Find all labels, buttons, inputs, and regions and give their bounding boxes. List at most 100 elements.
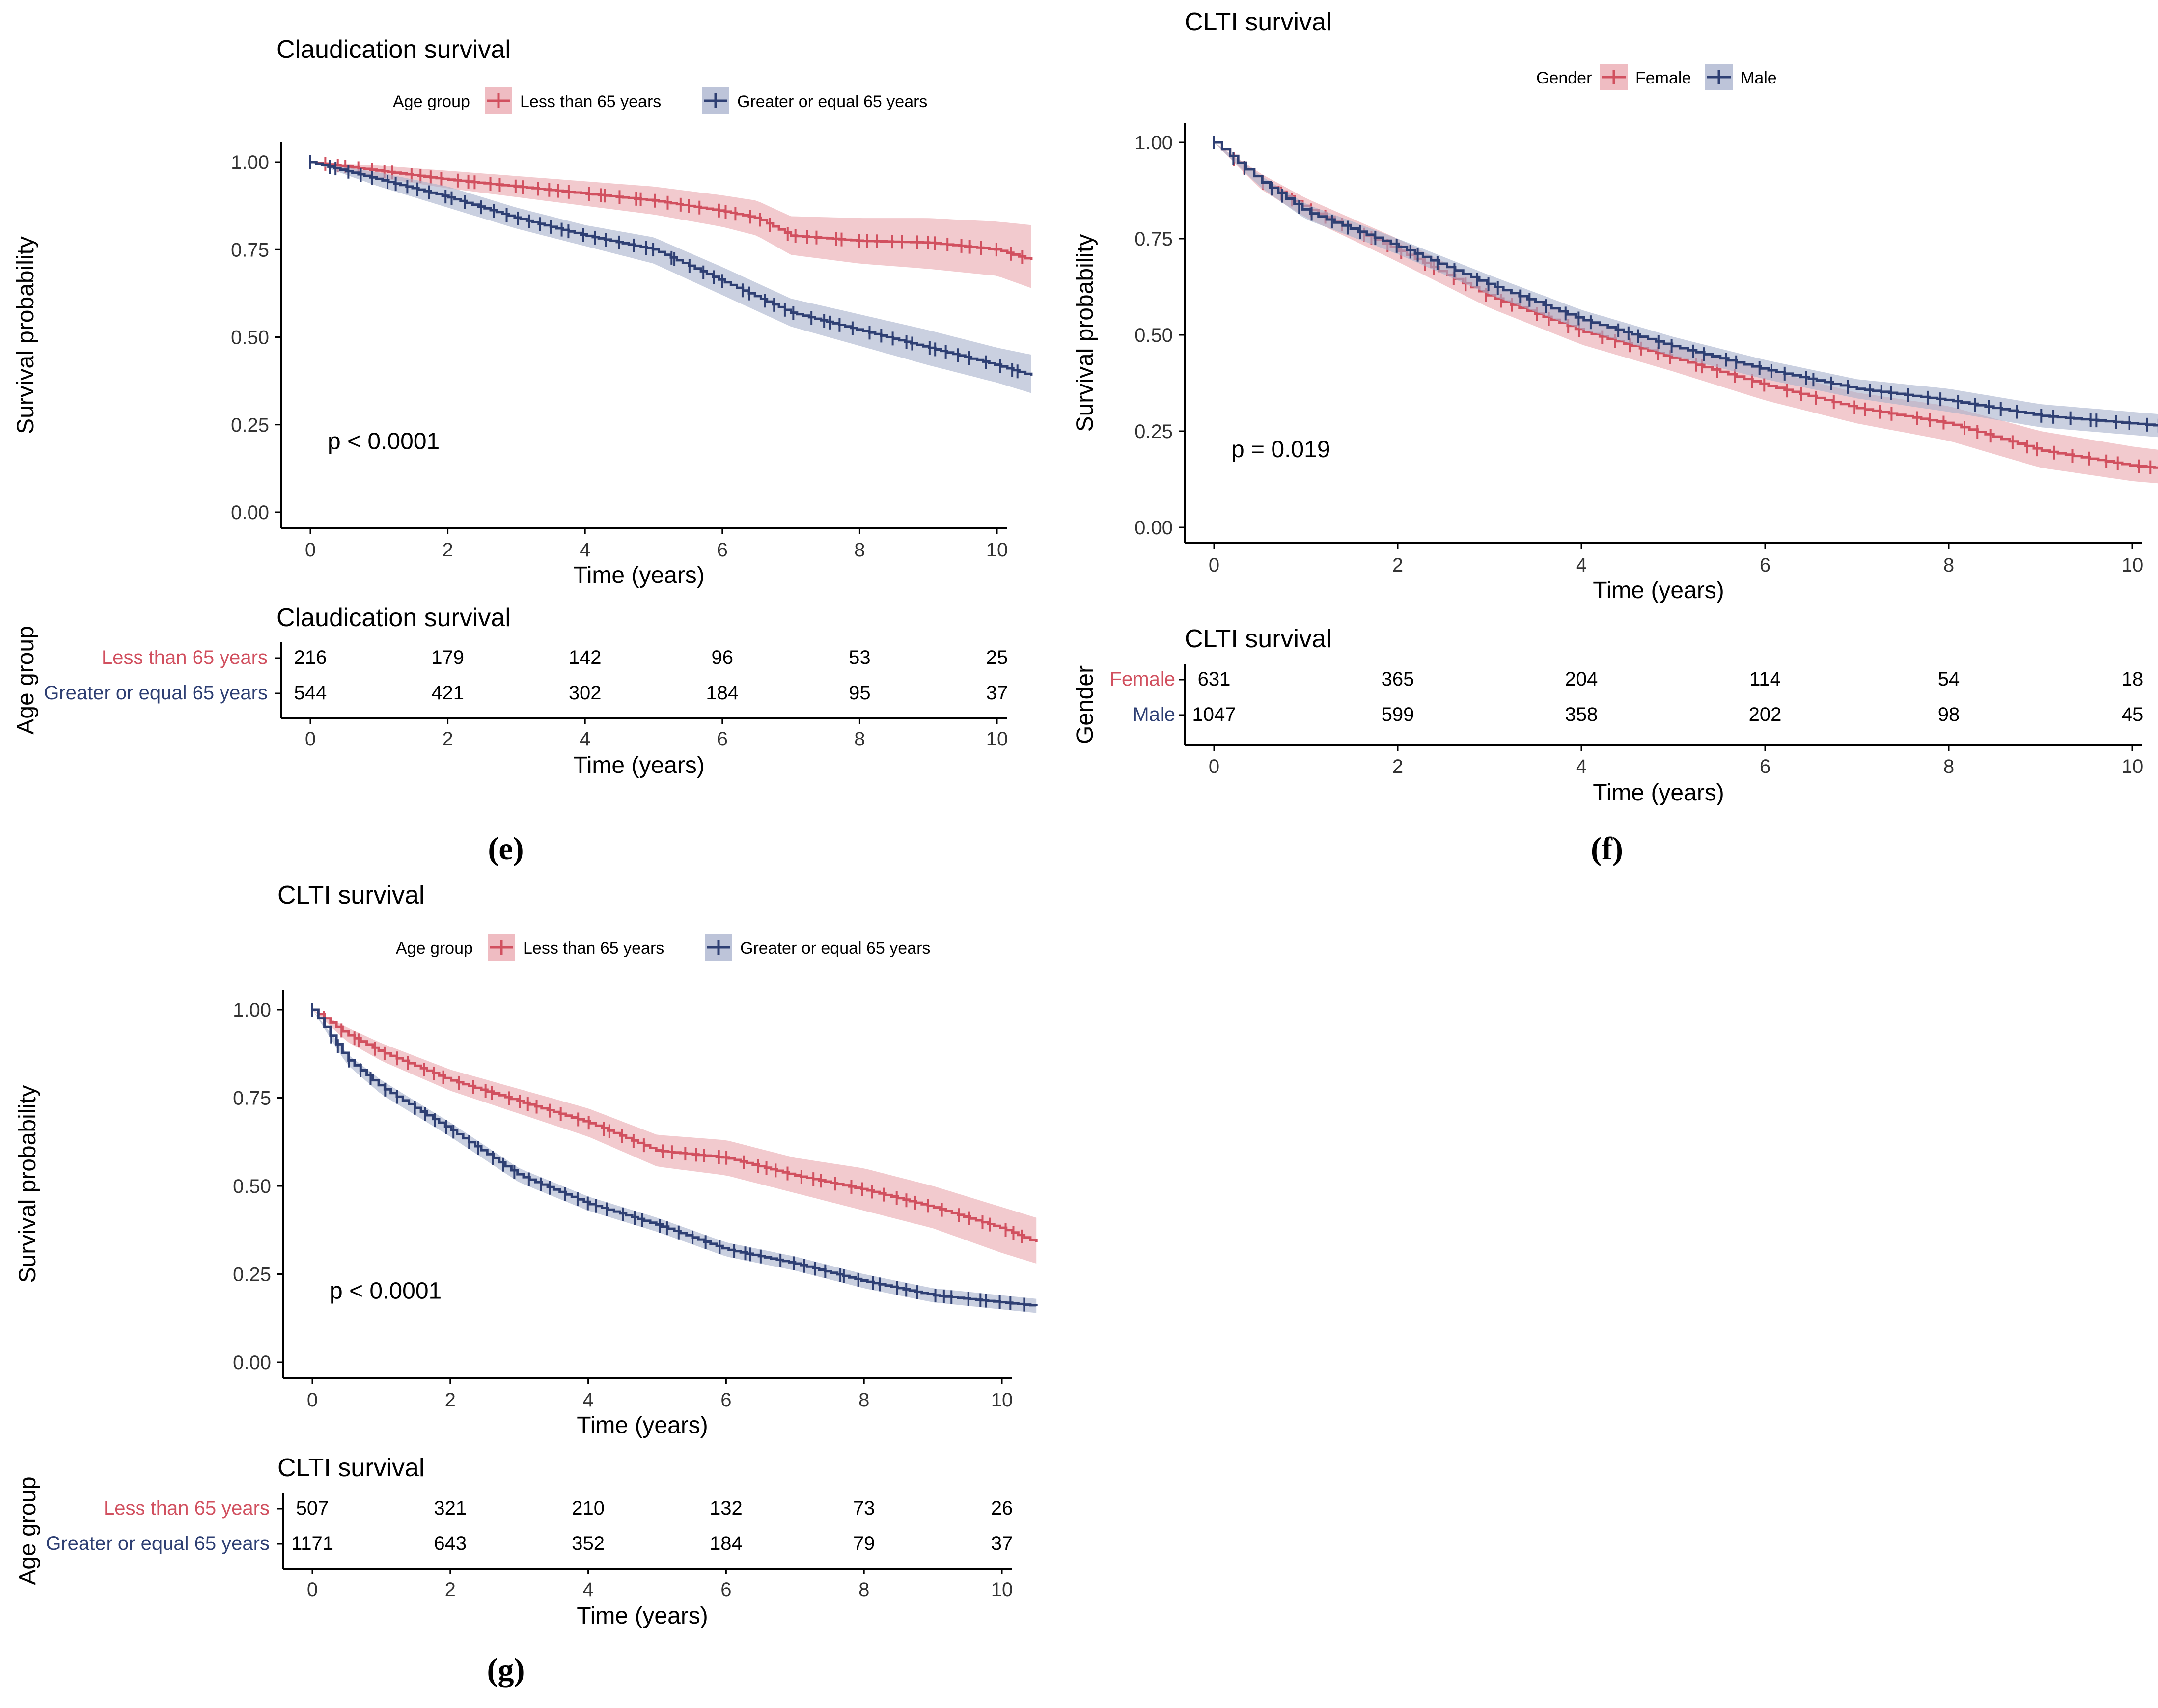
legend-entry-1: Female: [1635, 69, 1691, 87]
table-x-tick-label: 8: [858, 1579, 869, 1600]
y-tick-label: 0.00: [231, 502, 269, 523]
x-tick-label: 8: [854, 539, 865, 561]
x-tick-label: 6: [717, 539, 728, 561]
chart-title: CLTI survival: [1185, 8, 1332, 36]
table-cell: 45: [2122, 704, 2144, 725]
table-x-tick-label: 0: [305, 728, 316, 750]
x-tick-label: 6: [720, 1389, 731, 1411]
table-row-label: Greater or equal 65 years: [46, 1533, 270, 1554]
table-cell: 352: [572, 1533, 605, 1554]
table-cell: 142: [569, 647, 602, 668]
table-cell: 98: [1938, 704, 1960, 725]
table-cell: 507: [296, 1497, 329, 1519]
legend-entry-2: Male: [1741, 69, 1777, 87]
table-x-tick-label: 10: [2122, 756, 2144, 777]
censor-marks-2: [1232, 152, 2158, 433]
x-tick-label: 4: [1576, 554, 1587, 576]
table-row-label: Female: [1110, 668, 1175, 690]
survival-curve-2: [1214, 141, 2158, 427]
table-y-axis-label: Age group: [15, 1476, 41, 1585]
table-x-tick-label: 6: [720, 1579, 731, 1600]
table-x-tick-label: 0: [1209, 756, 1219, 777]
table-cell: 204: [1565, 668, 1598, 690]
chart-title: CLTI survival: [277, 881, 425, 909]
table-row-label: Male: [1133, 704, 1175, 725]
x-tick-label: 4: [580, 539, 590, 561]
table-row-label: Less than 65 years: [102, 647, 268, 668]
legend: Age group Less than 65 years Greater or eq…: [396, 934, 930, 961]
x-tick-label: 4: [582, 1389, 593, 1411]
panel-g: CLTI survival Age group Less than 65 years…: [15, 881, 1038, 1688]
x-tick-label: 0: [305, 539, 316, 561]
table-x-tick-label: 10: [986, 728, 1008, 750]
table-cell: 184: [706, 682, 739, 704]
legend-entry-2: Greater or equal 65 years: [740, 939, 930, 958]
y-tick-label: 0.25: [233, 1264, 271, 1286]
legend: Age group Less than 65 years Greater or eq…: [393, 87, 927, 114]
table-cell: 210: [572, 1497, 605, 1519]
p-value: p = 0.019: [1231, 437, 1330, 463]
table-cell: 26: [991, 1497, 1013, 1519]
y-tick-label: 1.00: [1134, 132, 1173, 154]
legend-title: Age group: [393, 92, 470, 111]
table-x-tick-label: 2: [442, 728, 453, 750]
table-cell: 216: [294, 647, 327, 668]
y-axis-label: Survival probability: [15, 1085, 41, 1283]
x-tick-label: 6: [1760, 554, 1771, 576]
y-tick-label: 0.75: [233, 1088, 271, 1109]
table-cell: 631: [1198, 668, 1231, 690]
table-cell: 1047: [1192, 704, 1236, 725]
table-cell: 179: [431, 647, 464, 668]
legend-title: Age group: [396, 939, 473, 958]
panel-e: Claudication survival Age group Less than …: [13, 35, 1033, 867]
panel-f: CLTI survival Gender Female Male 0.00 0.25 0.5…: [1072, 8, 2158, 867]
y-tick-label: 0.00: [1134, 517, 1173, 539]
table-cell: 365: [1382, 668, 1414, 690]
table-x-tick-label: 0: [307, 1579, 318, 1600]
table-x-tick-label: 4: [580, 728, 590, 750]
table-x-tick-label: 10: [991, 1579, 1013, 1600]
x-tick-label: 10: [991, 1389, 1013, 1411]
x-tick-label: 10: [986, 539, 1008, 561]
panel-caption: (f): [1591, 831, 1623, 867]
x-tick-label: 0: [1209, 554, 1219, 576]
y-tick-label: 1.00: [231, 152, 269, 173]
ci-band-1: [1214, 142, 2158, 484]
table-y-axis-label: Gender: [1072, 665, 1098, 744]
table-cell: 421: [431, 682, 464, 704]
x-axis-label: Time (years): [577, 1412, 708, 1438]
legend-title: Gender: [1536, 69, 1592, 87]
table-x-tick-label: 2: [1392, 756, 1403, 777]
legend-entry-1: Less than 65 years: [520, 92, 661, 111]
table-x-tick-label: 4: [582, 1579, 593, 1600]
y-tick-label: 0.25: [231, 414, 269, 436]
table-x-axis-label: Time (years): [1593, 780, 1724, 806]
ci-band-2: [310, 162, 1031, 393]
table-x-tick-label: 2: [445, 1579, 456, 1600]
table-x-tick-label: 4: [1576, 756, 1587, 777]
x-axis-label: Time (years): [1593, 578, 1724, 604]
table-title: CLTI survival: [277, 1454, 425, 1482]
table-x-tick-label: 6: [1760, 756, 1771, 777]
table-cell: 37: [986, 682, 1008, 704]
survival-curve-2: [312, 1008, 1038, 1307]
y-tick-label: 1.00: [233, 999, 271, 1021]
x-tick-label: 10: [2122, 554, 2144, 576]
x-tick-label: 8: [858, 1389, 869, 1411]
x-tick-label: 2: [445, 1389, 456, 1411]
ci-band-2: [1214, 142, 2158, 438]
table-x-tick-label: 8: [854, 728, 865, 750]
chart-title: Claudication survival: [277, 35, 511, 64]
table-x-axis-label: Time (years): [577, 1603, 708, 1629]
panel-caption: (g): [487, 1652, 525, 1688]
legend-entry-1: Less than 65 years: [523, 939, 664, 958]
table-x-axis-label: Time (years): [573, 752, 705, 778]
table-cell: 96: [712, 647, 734, 668]
table-cell: 184: [710, 1533, 743, 1554]
table-cell: 54: [1938, 668, 1960, 690]
risk-table: Claudication survival Less than 65 years 2…: [13, 604, 1008, 778]
x-tick-label: 0: [307, 1389, 318, 1411]
table-cell: 79: [853, 1533, 875, 1554]
x-axis-label: Time (years): [573, 562, 705, 588]
